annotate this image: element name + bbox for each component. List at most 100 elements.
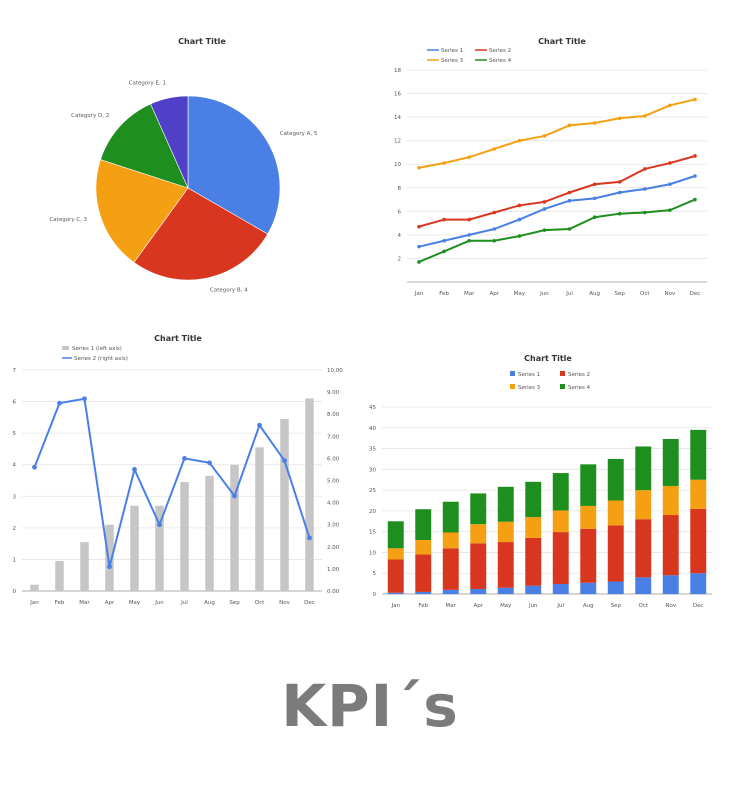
data-point xyxy=(567,190,572,195)
pie-slice-label: Category E, 1 xyxy=(129,80,166,86)
y-left-tick-label: 6 xyxy=(13,400,17,406)
stacked-bar-segment xyxy=(552,473,569,511)
x-tick-label: Aug xyxy=(583,603,594,609)
stacked-bar-segment xyxy=(470,493,487,525)
data-point xyxy=(567,227,572,231)
bar xyxy=(230,464,239,591)
stacked-bar-segment xyxy=(580,505,597,529)
data-point xyxy=(567,198,572,203)
y-right-tick-label: 5.00 xyxy=(327,479,340,485)
stacked-bar-segment xyxy=(690,508,707,574)
stacked-bar-segment xyxy=(525,481,542,518)
x-tick-label: Jan xyxy=(391,603,401,609)
y-right-tick-label: 2.00 xyxy=(327,545,340,551)
stacked-bar-segment xyxy=(635,519,652,578)
data-point xyxy=(492,227,497,231)
y-left-tick-label: 7 xyxy=(13,368,17,374)
series-line xyxy=(418,98,696,169)
legend-entry: Series 4 xyxy=(568,385,591,391)
y-right-tick-label: 9.00 xyxy=(327,390,340,396)
data-point xyxy=(517,203,522,208)
y-tick-label: 35 xyxy=(369,447,376,453)
y-left-tick-label: 4 xyxy=(13,463,17,469)
stacked-bar-segment xyxy=(442,589,459,594)
stacked-bar-segment xyxy=(525,585,542,594)
data-point xyxy=(617,190,622,195)
data-point xyxy=(132,467,137,472)
stacked-bar-segment xyxy=(415,591,432,594)
stacked-bar-segment xyxy=(415,539,432,555)
y-tick-label: 20 xyxy=(369,509,376,515)
y-right-tick-label: 4.00 xyxy=(327,501,340,507)
data-point xyxy=(442,217,446,222)
data-point xyxy=(542,134,547,138)
pie-slice-label: Category C, 3 xyxy=(49,217,87,223)
pie-slice-label: Category A, 5 xyxy=(280,131,318,137)
x-tick-label: Apr xyxy=(490,291,500,297)
data-point xyxy=(542,200,547,204)
y-tick-label: 6 xyxy=(398,209,402,215)
data-point xyxy=(32,464,37,470)
pie-chart: Chart Title Category A, 5 Category B, 4 Cat… xyxy=(49,37,318,294)
data-point xyxy=(643,187,647,191)
x-tick-label: Jun xyxy=(528,603,538,609)
y-right-tick-label: 6.00 xyxy=(327,456,340,462)
x-tick-label: May xyxy=(514,291,526,297)
pie-slice xyxy=(150,95,189,189)
y-left-tick-label: 1 xyxy=(13,557,17,563)
x-tick-label: Oct xyxy=(640,291,650,297)
data-point xyxy=(517,138,522,143)
y-left-tick-label: 3 xyxy=(13,494,17,500)
y-right-tick-label: 0.00 xyxy=(327,589,340,595)
bar xyxy=(105,524,114,591)
y-left-tick-label: 2 xyxy=(13,526,17,532)
bar xyxy=(30,584,39,591)
x-tick-label: Jan xyxy=(29,600,39,606)
series-line xyxy=(418,175,696,248)
data-point xyxy=(307,535,312,541)
stacked-bar-segment xyxy=(470,543,487,590)
stacked-bar-segment xyxy=(497,587,514,594)
y-tick-label: 25 xyxy=(369,488,376,494)
stacked-bar-segment xyxy=(387,521,404,549)
data-point xyxy=(668,182,672,187)
pie-slice xyxy=(100,103,189,189)
bar xyxy=(280,418,289,591)
y-tick-label: 14 xyxy=(394,115,401,121)
pie-slice xyxy=(133,187,269,281)
x-tick-label: Jun xyxy=(154,600,164,606)
x-tick-label: Mar xyxy=(446,603,457,609)
data-point xyxy=(643,210,647,215)
data-point xyxy=(542,228,547,232)
x-tick-label: Feb xyxy=(439,291,449,297)
stacked-bar-segment xyxy=(607,581,624,594)
data-point xyxy=(492,238,497,243)
data-point xyxy=(417,244,421,249)
data-point xyxy=(417,224,421,229)
series-line xyxy=(33,397,311,567)
legend-entry: Series 1 xyxy=(441,48,463,54)
y-tick-label: 40 xyxy=(369,426,376,432)
legend-swatch xyxy=(510,371,515,376)
combo-chart: Chart Title Series 1 (left axis) Series 2 … xyxy=(13,334,344,606)
data-point xyxy=(207,460,212,466)
x-tick-label: Dec xyxy=(304,600,315,606)
x-tick-label: Dec xyxy=(693,603,704,609)
stacked-bar-segment xyxy=(497,486,514,522)
stacked-bar-segment xyxy=(497,542,514,588)
stacked-bar-segment xyxy=(442,501,459,533)
data-point xyxy=(492,210,497,215)
stacked-bar-segment xyxy=(552,510,569,533)
stacked-bar-segment xyxy=(415,554,432,592)
stacked-bar-segment xyxy=(387,548,404,560)
stacked-bar-segment xyxy=(415,509,432,540)
stacked-bar-segment xyxy=(387,592,404,594)
stacked-bar-segment xyxy=(662,515,679,576)
x-tick-label: Mar xyxy=(464,291,475,297)
data-point xyxy=(282,458,287,464)
x-tick-label: May xyxy=(500,603,512,609)
stacked-bar-segment xyxy=(442,548,459,590)
data-point xyxy=(442,238,446,243)
legend-swatch xyxy=(510,384,515,389)
data-point xyxy=(467,233,471,237)
